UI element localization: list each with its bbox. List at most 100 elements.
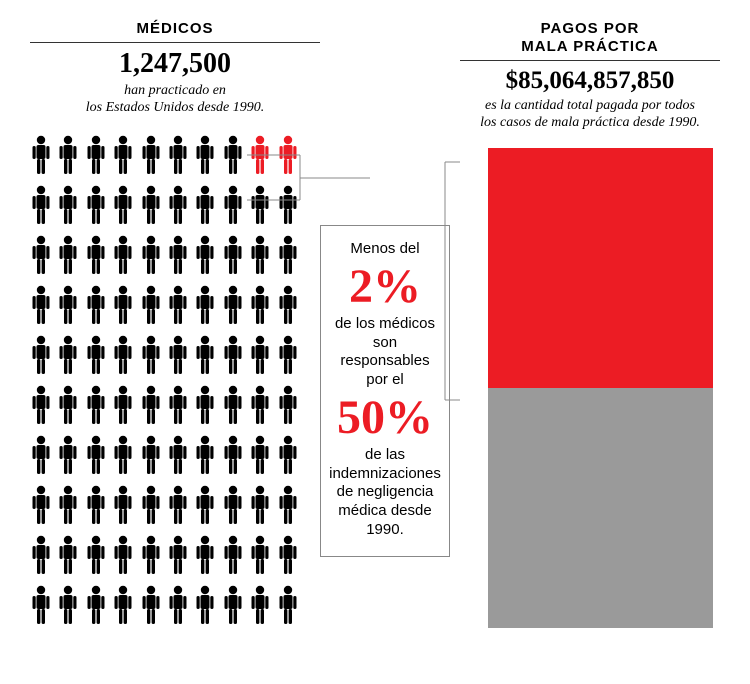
person-icon	[57, 535, 80, 575]
person-icon	[222, 385, 245, 425]
person-icon	[249, 585, 272, 625]
pagos-column: PAGOS POR MALA PRÁCTICA $85,064,857,850 …	[460, 20, 720, 628]
person-icon	[85, 335, 108, 375]
person-icon	[140, 335, 163, 375]
person-icon	[222, 335, 245, 375]
payments-bar-chart	[488, 148, 713, 628]
person-icon	[222, 135, 245, 175]
person-icon	[167, 485, 190, 525]
person-icon	[140, 135, 163, 175]
person-icon	[249, 235, 272, 275]
person-icon	[112, 535, 135, 575]
person-icon	[222, 285, 245, 325]
person-icon	[112, 335, 135, 375]
person-icon	[249, 535, 272, 575]
person-icon	[194, 185, 217, 225]
person-icon	[194, 535, 217, 575]
person-icon	[140, 385, 163, 425]
person-icon	[222, 435, 245, 475]
middle-column: Menos del 2% de los médicos son responsa…	[320, 20, 460, 628]
person-icon	[140, 235, 163, 275]
callout-text: de los médicos son responsables por el	[327, 315, 443, 390]
person-icon	[57, 235, 80, 275]
callout-pct-50: 50%	[327, 394, 443, 442]
person-icon	[167, 185, 190, 225]
person-icon	[222, 485, 245, 525]
person-icon	[57, 435, 80, 475]
person-icon	[57, 185, 80, 225]
person-icon	[112, 385, 135, 425]
person-icon	[30, 335, 53, 375]
person-icon	[222, 235, 245, 275]
person-icon	[85, 535, 108, 575]
divider	[460, 60, 720, 61]
person-icon	[85, 235, 108, 275]
person-icon	[112, 435, 135, 475]
person-icon	[85, 585, 108, 625]
person-icon	[140, 585, 163, 625]
person-icon	[140, 435, 163, 475]
person-icon	[277, 585, 300, 625]
person-icon	[140, 185, 163, 225]
person-icon	[167, 585, 190, 625]
person-icon	[30, 235, 53, 275]
person-icon	[112, 285, 135, 325]
bar-segment-top	[488, 148, 713, 388]
person-icon	[194, 135, 217, 175]
person-icon	[30, 485, 53, 525]
person-icon	[222, 185, 245, 225]
person-icon	[167, 135, 190, 175]
callout-text: Menos del	[327, 240, 443, 259]
person-icon	[277, 385, 300, 425]
person-icon	[140, 535, 163, 575]
person-icon	[30, 135, 53, 175]
person-icon	[30, 435, 53, 475]
people-pictogram	[30, 135, 300, 625]
person-icon	[222, 535, 245, 575]
person-icon	[249, 435, 272, 475]
person-icon-highlighted	[277, 135, 300, 175]
person-icon	[277, 235, 300, 275]
person-icon	[57, 135, 80, 175]
person-icon	[85, 285, 108, 325]
person-icon	[249, 285, 272, 325]
person-icon	[167, 285, 190, 325]
person-icon	[277, 485, 300, 525]
person-icon	[57, 285, 80, 325]
pagos-value: $85,064,857,850	[460, 67, 720, 95]
person-icon	[277, 335, 300, 375]
callout-box: Menos del 2% de los médicos son responsa…	[320, 225, 450, 557]
person-icon	[112, 135, 135, 175]
person-icon	[85, 185, 108, 225]
medicos-title: MÉDICOS	[30, 20, 320, 38]
callout-text: de las indemnizaciones de negligencia mé…	[327, 446, 443, 540]
person-icon	[57, 585, 80, 625]
person-icon	[194, 385, 217, 425]
person-icon	[222, 585, 245, 625]
person-icon	[194, 435, 217, 475]
person-icon	[140, 485, 163, 525]
person-icon	[277, 285, 300, 325]
person-icon	[277, 185, 300, 225]
person-icon	[30, 585, 53, 625]
person-icon	[85, 385, 108, 425]
person-icon	[167, 435, 190, 475]
person-icon	[167, 535, 190, 575]
person-icon	[57, 485, 80, 525]
pagos-title: PAGOS POR MALA PRÁCTICA	[460, 20, 720, 56]
person-icon	[277, 535, 300, 575]
person-icon	[277, 435, 300, 475]
bar-segment-bottom	[488, 388, 713, 628]
medicos-value: 1,247,500	[30, 49, 320, 80]
person-icon	[140, 285, 163, 325]
person-icon	[112, 185, 135, 225]
person-icon	[194, 585, 217, 625]
pagos-caption: es la cantidad total pagada por todos lo…	[460, 97, 720, 132]
person-icon	[85, 435, 108, 475]
medicos-caption: han practicado en los Estados Unidos des…	[30, 82, 320, 117]
person-icon	[112, 485, 135, 525]
person-icon	[194, 485, 217, 525]
person-icon	[112, 235, 135, 275]
person-icon	[249, 185, 272, 225]
person-icon	[194, 285, 217, 325]
